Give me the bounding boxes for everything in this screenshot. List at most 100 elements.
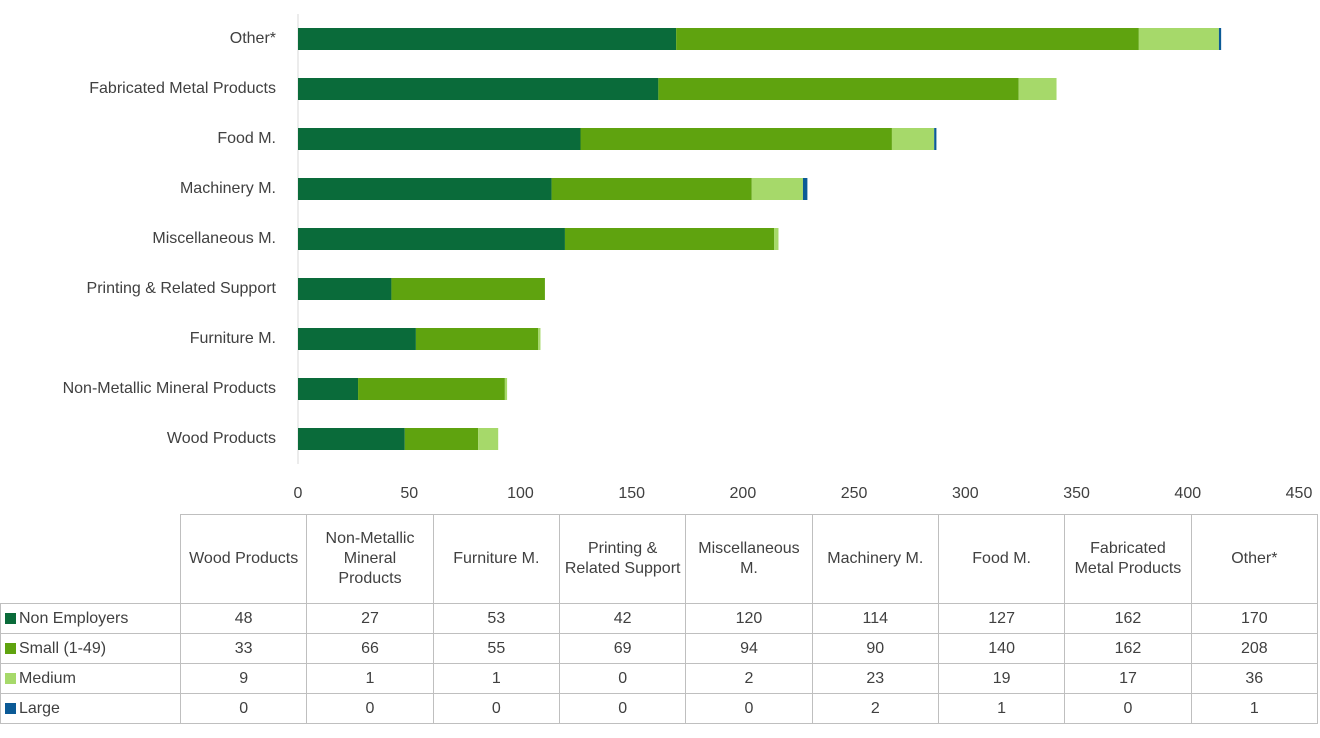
bar-segment [358, 378, 505, 400]
value-cell: 53 [432, 603, 560, 634]
bar-segment [676, 28, 1139, 50]
x-tick-label: 350 [1063, 485, 1090, 502]
bar-segment [538, 328, 541, 350]
bar-segment [404, 428, 479, 450]
value-cell: 0 [306, 693, 434, 724]
bar-segment [580, 128, 892, 150]
value-cell: 27 [306, 603, 434, 634]
bar-segment [478, 428, 499, 450]
bar-segment [1138, 28, 1219, 50]
column-header: Non-Metallic Mineral Products [306, 514, 434, 604]
column-header: Printing & Related Support [558, 514, 687, 604]
bar-segment [298, 78, 659, 100]
bar-segment [1018, 78, 1057, 100]
value-cell: 0 [1064, 693, 1192, 724]
value-cell: 48 [179, 603, 308, 634]
value-cell: 2 [811, 693, 939, 724]
value-cell: 1 [937, 693, 1066, 724]
value-cell: 0 [558, 693, 687, 724]
bar-segment [1218, 28, 1222, 50]
x-tick-label: 100 [507, 485, 534, 502]
table-row: Medium 9 1 1 0 2 23 19 17 36 [0, 663, 1319, 694]
value-cell: 1 [432, 663, 560, 694]
y-tick-label: Furniture M. [190, 330, 276, 347]
x-tick-label: 150 [618, 485, 645, 502]
value-cell: 9 [179, 663, 308, 694]
x-tick-label: 400 [1174, 485, 1201, 502]
bar-segment [298, 378, 359, 400]
y-tick-label: Food M. [217, 130, 276, 147]
bar-segment [564, 228, 775, 250]
column-header: Miscellaneous M. [685, 514, 813, 604]
x-tick-label: 0 [294, 485, 303, 502]
column-header: Fabricated Metal Products [1064, 514, 1192, 604]
value-cell: 2 [685, 663, 813, 694]
bar-segment [658, 78, 1019, 100]
bar-segment [415, 328, 539, 350]
value-cell: 69 [558, 633, 687, 664]
bar-segment [298, 228, 565, 250]
y-tick-label: Machinery M. [180, 180, 276, 197]
bar-segment [504, 378, 508, 400]
column-header: Wood Products [179, 514, 308, 604]
column-header: Food M. [937, 514, 1066, 604]
value-cell: 140 [937, 633, 1066, 664]
y-tick-label: Wood Products [167, 430, 276, 447]
chart: 0 50 100 150 200 250 300 350 400 450 Wood Products… [63, 14, 1312, 502]
x-tick-label: 250 [841, 485, 868, 502]
bar-segment [802, 178, 808, 200]
value-cell: 17 [1064, 663, 1192, 694]
value-cell: 0 [179, 693, 308, 724]
value-cell: 94 [685, 633, 813, 664]
value-cell: 170 [1190, 603, 1319, 634]
value-cell: 23 [811, 663, 939, 694]
value-cell: 36 [1190, 663, 1319, 694]
table-row: Non Employers 48 27 53 42 120 114 127 162 170 [0, 603, 1319, 634]
value-cell: 1 [306, 663, 434, 694]
x-tick-label: 300 [952, 485, 979, 502]
y-tick-label: Non-Metallic Mineral Products [63, 380, 276, 397]
value-cell: 33 [179, 633, 308, 664]
value-cell: 1 [1190, 693, 1319, 724]
value-cell: 208 [1190, 633, 1319, 664]
bar-segment [298, 178, 552, 200]
bar-segment [298, 278, 392, 300]
bar-segment [298, 328, 416, 350]
y-tick-label: Miscellaneous M. [152, 230, 276, 247]
value-cell: 114 [811, 603, 939, 634]
value-cell: 55 [432, 633, 560, 664]
bar-segment [774, 228, 779, 250]
legend-swatch [5, 612, 16, 624]
header-row: Wood Products Non-Metallic Mineral Produc… [0, 514, 1319, 604]
column-header: Furniture M. [432, 514, 560, 604]
y-tick-label: Fabricated Metal Products [89, 80, 276, 97]
row-label-cell: Large [0, 693, 181, 724]
data-table: Wood Products Non-Metallic Mineral Produc… [0, 514, 1319, 724]
y-tick-label: Printing & Related Support [87, 280, 277, 297]
value-cell: 0 [558, 663, 687, 694]
value-cell: 0 [685, 693, 813, 724]
legend-label: Small (1-49) [19, 639, 107, 657]
value-cell: 120 [685, 603, 813, 634]
bar-segment [391, 278, 545, 300]
value-cell: 0 [432, 693, 560, 724]
x-tick-label: 200 [730, 485, 757, 502]
table-row: Small (1-49) 33 66 55 69 94 90 140 162 208 [0, 633, 1319, 664]
row-label-cell: Non Employers [0, 603, 181, 634]
value-cell: 66 [306, 633, 434, 664]
legend-label: Medium [19, 669, 76, 687]
value-cell: 127 [937, 603, 1066, 634]
bar-segment [298, 428, 405, 450]
legend-label: Large [19, 699, 60, 717]
value-cell: 19 [937, 663, 1066, 694]
value-cell: 90 [811, 633, 939, 664]
value-cell: 162 [1064, 603, 1192, 634]
blank-cell [0, 514, 181, 604]
value-cell: 162 [1064, 633, 1192, 664]
x-tick-label: 50 [400, 485, 418, 502]
row-label-cell: Medium [0, 663, 181, 694]
column-header: Machinery M. [811, 514, 939, 604]
legend-label: Non Employers [19, 609, 129, 627]
table-row: Large 0 0 0 0 0 2 1 0 1 [0, 693, 1319, 724]
